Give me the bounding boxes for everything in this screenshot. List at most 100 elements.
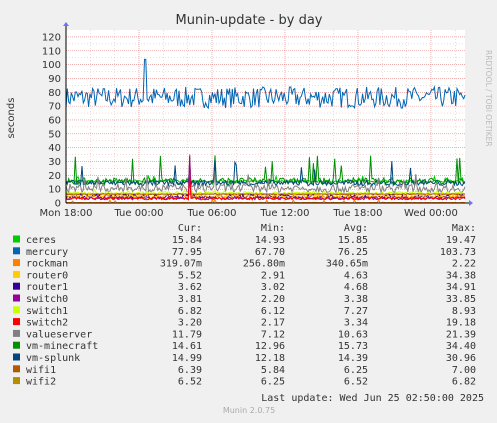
legend-min-valueserver: 7.12 (261, 329, 285, 340)
legend-swatch-valueserver (13, 329, 20, 337)
x-tick-label: Mon 18:00 (39, 208, 92, 219)
legend-label-wifi2: wifi2 (26, 377, 56, 388)
legend-min-switch2: 2.17 (261, 318, 285, 329)
legend-cur-router0: 5.52 (178, 270, 202, 281)
legend-max-vm-splunk: 30.96 (446, 353, 476, 364)
legend-avg-wifi1: 6.25 (344, 365, 368, 376)
legend-avg-vm-minecraft: 15.73 (338, 341, 368, 352)
legend-avg-router0: 4.63 (344, 270, 368, 281)
munin-version-footer: Munin 2.0.75 (223, 406, 275, 415)
series-line-vm-minecraft (65, 155, 466, 187)
legend-swatch-rockman (13, 259, 20, 267)
legend-cur-valueserver: 11.79 (172, 329, 202, 340)
legend-cur-wifi1: 6.39 (178, 365, 202, 376)
legend-min-mercury: 67.70 (255, 247, 285, 258)
legend-avg-ceres: 15.85 (338, 235, 368, 246)
y-tick-label: 110 (42, 46, 61, 57)
legend-avg-vm-splunk: 14.39 (338, 353, 368, 364)
y-tick-label: 20 (48, 171, 61, 182)
y-tick-label: 40 (48, 143, 61, 154)
legend-header-min: Min: (261, 223, 285, 234)
legend-avg-switch0: 3.38 (344, 294, 368, 305)
legend-swatch-wifi1 (13, 365, 20, 373)
legend-label-vm-splunk: vm-splunk (26, 353, 80, 364)
y-axis-arrow-icon (63, 22, 69, 26)
legend-label-mercury: mercury (26, 247, 68, 258)
y-tick-label: 80 (48, 88, 61, 99)
series-line-valueserver (65, 173, 466, 195)
legend-cur-rockman: 319.07m (160, 259, 202, 270)
chart-title: Munin-update - by day (176, 13, 323, 28)
legend-min-wifi2: 6.25 (261, 377, 285, 388)
legend-label-ceres: ceres (26, 235, 56, 246)
legend-avg-mercury: 76.25 (338, 247, 368, 258)
x-tick-label: Tue 00:00 (113, 208, 163, 219)
legend-avg-wifi2: 6.52 (344, 377, 368, 388)
legend-max-wifi2: 6.82 (452, 377, 476, 388)
legend-table: Cur: Min: Avg: Max: ceres 15.84 14.93 15.85 19.4… (13, 223, 476, 388)
legend-min-vm-minecraft: 12.96 (255, 341, 285, 352)
legend-min-router0: 2.91 (261, 270, 285, 281)
legend-avg-switch2: 3.34 (344, 318, 368, 329)
legend-label-switch1: switch1 (26, 306, 68, 317)
y-tick-label: 100 (42, 60, 61, 71)
legend-min-router1: 3.02 (261, 282, 285, 293)
x-tick-label: Tue 12:00 (259, 208, 309, 219)
legend-cur-vm-splunk: 14.99 (172, 353, 202, 364)
legend-cur-router1: 3.62 (178, 282, 202, 293)
plot-area: 0 10 20 30 40 50 60 70 80 90 100 110 120 Mon 18:00 Tue… (39, 22, 473, 219)
legend-label-rockman: rockman (26, 259, 68, 270)
y-tick-label: 90 (48, 74, 61, 85)
x-axis-arrow-icon (469, 200, 473, 206)
x-tick-label: Tue 18:00 (332, 208, 382, 219)
legend-label-wifi1: wifi1 (26, 365, 56, 376)
legend-swatch-router0 (13, 270, 20, 278)
legend-max-valueserver: 21.39 (446, 329, 476, 340)
y-tick-label: 0 (55, 199, 61, 210)
legend-swatch-switch1 (13, 306, 20, 314)
legend-label-switch2: switch2 (26, 318, 68, 329)
legend-label-switch0: switch0 (26, 294, 68, 305)
legend-header-max: Max: (452, 223, 476, 234)
legend-avg-rockman: 340.65m (326, 259, 368, 270)
legend-max-rockman: 2.22 (452, 259, 476, 270)
legend-max-ceres: 19.47 (446, 235, 476, 246)
legend-max-switch1: 8.93 (452, 306, 476, 317)
legend-swatch-wifi2 (13, 377, 20, 385)
legend-max-router0: 34.38 (446, 270, 476, 281)
y-axis-title: seconds (6, 98, 17, 139)
legend-label-router0: router0 (26, 270, 68, 281)
series-line-mercury (65, 58, 466, 110)
legend-min-wifi1: 5.84 (261, 365, 285, 376)
legend-cur-vm-minecraft: 14.61 (172, 341, 202, 352)
x-tick-label: Tue 06:00 (186, 208, 236, 219)
legend-min-rockman: 256.80m (243, 259, 285, 270)
x-tick-label: Wed 00:00 (404, 208, 458, 219)
series-line-vm-splunk (65, 160, 466, 188)
series-line-switch2 (65, 176, 466, 201)
legend-label-vm-minecraft: vm-minecraft (26, 341, 98, 352)
legend-avg-router1: 4.68 (344, 282, 368, 293)
legend-label-router1: router1 (26, 282, 68, 293)
legend-swatch-vm-minecraft (13, 341, 20, 349)
y-tick-label: 30 (48, 157, 61, 168)
legend-swatch-vm-splunk (13, 353, 20, 361)
legend-min-ceres: 14.93 (255, 235, 285, 246)
plot-background (66, 30, 465, 203)
last-update-text: Last update: Wed Jun 25 02:50:00 2025 (261, 393, 484, 404)
legend-cur-switch1: 6.82 (178, 306, 202, 317)
legend-max-mercury: 103.73 (440, 247, 476, 258)
legend-avg-switch1: 7.27 (344, 306, 368, 317)
legend-swatch-mercury (13, 247, 20, 255)
series-line-wifi1 (66, 192, 466, 196)
legend-min-switch0: 2.20 (261, 294, 285, 305)
y-tick-label: 120 (42, 32, 61, 43)
legend-label-valueserver: valueserver (26, 329, 92, 340)
y-tick-label: 50 (48, 129, 61, 140)
legend-max-switch0: 33.85 (446, 294, 476, 305)
legend-max-wifi1: 7.00 (452, 365, 476, 376)
y-tick-label: 60 (48, 115, 61, 126)
legend-max-switch2: 19.18 (446, 318, 476, 329)
